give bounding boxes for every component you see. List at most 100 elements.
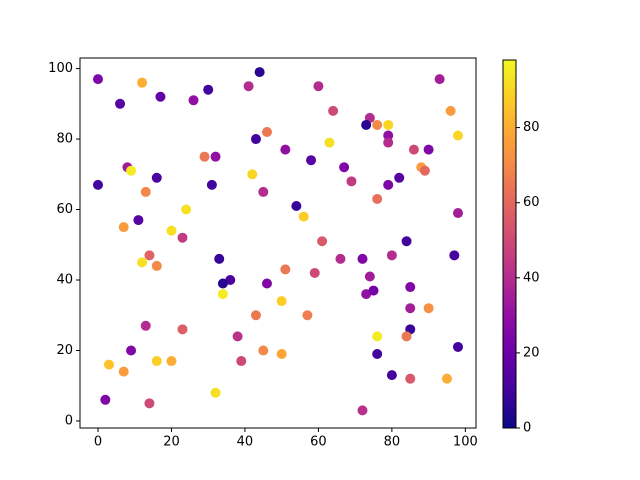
colorbar-tick-label: 80 xyxy=(523,120,540,135)
y-tick-label: 100 xyxy=(48,61,73,76)
point xyxy=(408,144,419,155)
point xyxy=(258,345,269,356)
point xyxy=(423,144,434,155)
point xyxy=(151,260,162,271)
point xyxy=(445,105,456,116)
point xyxy=(214,253,225,264)
point xyxy=(449,250,460,261)
point xyxy=(453,130,463,141)
point xyxy=(254,67,265,78)
point xyxy=(405,282,416,293)
point xyxy=(419,165,430,176)
point xyxy=(405,303,416,314)
point xyxy=(126,345,137,356)
x-tick-label: 40 xyxy=(237,435,254,450)
point xyxy=(309,267,320,278)
colorbar-tick-label: 60 xyxy=(523,195,540,210)
point xyxy=(100,394,111,405)
point xyxy=(210,151,221,162)
point xyxy=(133,215,144,226)
point xyxy=(276,296,287,307)
point xyxy=(276,349,287,359)
point xyxy=(383,179,394,190)
point xyxy=(247,169,258,180)
point xyxy=(126,165,137,176)
point xyxy=(383,130,394,141)
x-tick-label: 80 xyxy=(384,435,401,450)
point xyxy=(441,373,452,384)
point xyxy=(313,81,324,92)
point xyxy=(199,151,210,162)
point xyxy=(317,236,328,247)
point xyxy=(93,74,103,85)
point xyxy=(236,356,247,367)
point xyxy=(368,285,379,296)
y-tick-label: 40 xyxy=(56,273,73,288)
point xyxy=(232,331,243,342)
point xyxy=(361,119,372,130)
point xyxy=(453,208,463,219)
point xyxy=(298,211,309,222)
point xyxy=(453,341,463,352)
point xyxy=(383,137,394,148)
point xyxy=(206,179,217,190)
point xyxy=(261,278,272,289)
point xyxy=(210,387,221,398)
point xyxy=(401,331,412,342)
point xyxy=(137,257,148,268)
point xyxy=(394,172,405,183)
x-tick-label: 100 xyxy=(453,435,478,450)
colorbar-tick-label: 40 xyxy=(523,270,540,285)
point xyxy=(140,320,151,331)
point xyxy=(401,236,412,247)
point xyxy=(261,127,272,137)
point xyxy=(346,176,357,187)
x-tick-label: 0 xyxy=(94,435,102,450)
point xyxy=(372,119,383,130)
point xyxy=(434,74,445,85)
y-tick-label: 60 xyxy=(56,202,73,217)
point xyxy=(306,155,317,166)
point xyxy=(140,186,151,197)
y-tick-label: 80 xyxy=(56,132,73,147)
point xyxy=(372,193,383,204)
point xyxy=(181,204,192,215)
point xyxy=(357,405,368,416)
point xyxy=(166,356,177,367)
x-tick-label: 60 xyxy=(310,435,327,450)
point xyxy=(151,172,162,183)
point xyxy=(166,225,177,236)
point xyxy=(203,84,214,95)
point xyxy=(405,373,416,384)
y-tick-label: 20 xyxy=(56,343,73,358)
point xyxy=(386,370,397,381)
point xyxy=(115,98,126,109)
point xyxy=(280,264,291,275)
point xyxy=(386,250,397,261)
point xyxy=(383,119,394,130)
point xyxy=(177,232,188,243)
point xyxy=(372,349,383,359)
point xyxy=(144,398,155,409)
point xyxy=(155,91,166,102)
point xyxy=(243,81,254,92)
point xyxy=(364,271,375,282)
point xyxy=(144,250,155,261)
point xyxy=(357,253,368,264)
point xyxy=(177,324,188,335)
point xyxy=(280,144,291,155)
point xyxy=(324,137,335,148)
colorbar xyxy=(502,59,517,429)
point xyxy=(118,222,129,233)
colorbar-tick-label: 0 xyxy=(523,421,531,436)
colorbar-tick-label: 20 xyxy=(523,345,540,360)
point xyxy=(335,253,346,264)
point xyxy=(372,331,383,342)
point xyxy=(250,310,261,321)
point xyxy=(104,359,115,370)
point xyxy=(250,134,261,145)
point xyxy=(423,303,434,314)
point xyxy=(339,162,350,173)
point xyxy=(291,201,302,211)
